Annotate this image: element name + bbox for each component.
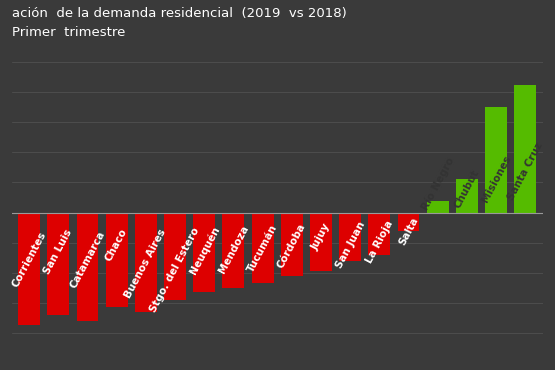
Text: Jujuy: Jujuy [310, 221, 332, 252]
Text: Santa Cruz: Santa Cruz [506, 141, 544, 202]
Text: ación  de la demanda residencial  (2019  vs 2018)
Primer  trimestre: ación de la demanda residencial (2019 vs… [12, 7, 346, 39]
Text: Misiones: Misiones [480, 154, 513, 204]
Text: Corrientes: Corrientes [11, 229, 48, 289]
Bar [223, 213, 244, 288]
Text: San Juan: San Juan [334, 220, 367, 270]
Bar [339, 213, 361, 261]
Bar [18, 213, 40, 326]
Text: Stgo. del Estero: Stgo. del Estero [148, 226, 201, 314]
Bar [135, 213, 157, 312]
Bar [47, 213, 69, 315]
Text: Buenos Aires: Buenos Aires [123, 228, 168, 300]
Text: Mendoza: Mendoza [216, 224, 250, 275]
Bar [397, 213, 420, 231]
Bar [485, 107, 507, 213]
Bar [106, 213, 128, 307]
Text: Córdoba: Córdoba [276, 222, 308, 270]
Text: Catamarca: Catamarca [68, 229, 107, 289]
Text: Neuquén: Neuquén [187, 225, 221, 276]
Bar [456, 179, 478, 213]
Text: San Luis: San Luis [42, 228, 74, 276]
Bar [77, 213, 98, 321]
Text: Chubut: Chubut [452, 168, 481, 210]
Text: Río Negro: Río Negro [420, 155, 456, 212]
Bar [427, 201, 448, 213]
Bar [310, 213, 332, 271]
Text: La Rioja: La Rioja [364, 219, 395, 265]
Text: Chaco: Chaco [104, 227, 129, 263]
Bar [251, 213, 274, 283]
Bar [281, 213, 302, 276]
Bar [369, 213, 390, 255]
Bar [514, 85, 536, 213]
Bar [193, 213, 215, 292]
Text: Salta: Salta [397, 215, 420, 247]
Text: Tucumán: Tucumán [246, 223, 279, 274]
Bar [164, 213, 186, 300]
